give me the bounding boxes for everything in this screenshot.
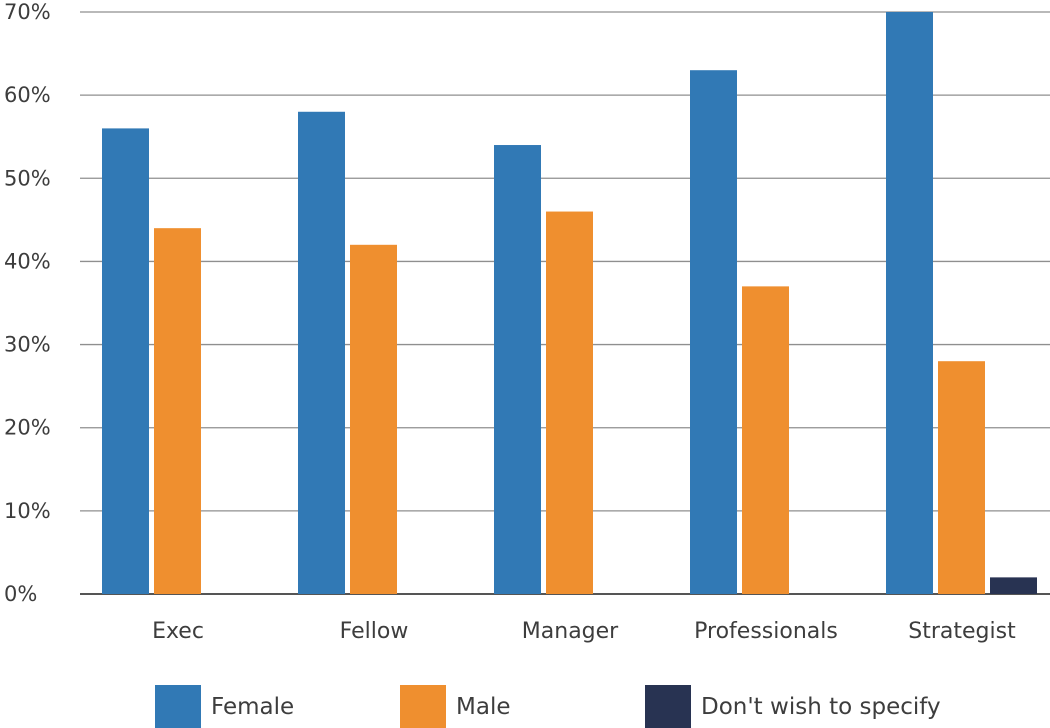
x-tick-label: Fellow (340, 619, 409, 644)
bar-male-fellow (350, 244, 397, 595)
bar-male-professionals (742, 286, 789, 594)
bar-female-strategist (886, 12, 933, 594)
legend-swatch (645, 685, 691, 728)
legend-label: Male (456, 694, 510, 720)
y-tick-label: 30% (4, 333, 51, 357)
y-tick-label: 0% (4, 582, 37, 606)
bar-male-manager (546, 211, 593, 595)
bar-female-exec (102, 128, 149, 594)
x-axis-labels: Exec Fellow Manager Professionals Strategist (152, 619, 1016, 644)
x-tick-label: Strategist (908, 619, 1016, 644)
x-tick-label: Professionals (694, 619, 838, 644)
legend-label: Female (211, 694, 294, 720)
bar-male-strategist (938, 361, 985, 594)
bar-female-manager (494, 145, 541, 594)
legend-label: Don't wish to specify (701, 694, 941, 720)
y-tick-label: 40% (4, 249, 51, 273)
bar-female-fellow (298, 111, 345, 595)
bar-don-t-wish-to-specify-strategist (990, 577, 1037, 594)
bars (102, 12, 1037, 595)
x-tick-label: Exec (152, 619, 204, 644)
legend-swatch (155, 685, 201, 728)
y-tick-label: 70% (4, 0, 51, 24)
legend: Female Male Don't wish to specify (155, 685, 941, 728)
bar-male-exec (154, 228, 201, 594)
x-tick-label: Manager (522, 619, 619, 644)
y-tick-label: 60% (4, 83, 51, 107)
y-axis-ticks: 0% 10% 20% 30% 40% 50% 60% 70% (4, 0, 51, 606)
legend-swatch (400, 685, 446, 728)
bar-female-professionals (690, 70, 737, 594)
y-tick-label: 20% (4, 416, 51, 440)
y-tick-label: 10% (4, 499, 51, 523)
y-tick-label: 50% (4, 166, 51, 190)
